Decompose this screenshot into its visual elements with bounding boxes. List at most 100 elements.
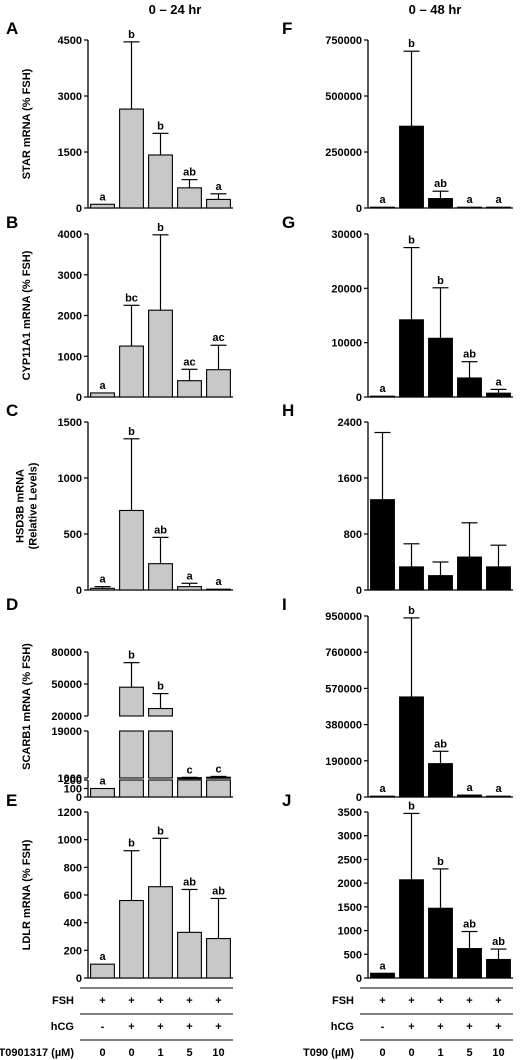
bar (457, 377, 482, 398)
treatment-value: 5 (186, 1047, 192, 1059)
significance-letter: a (215, 576, 222, 588)
bar (148, 563, 173, 591)
treatment-value: + (215, 995, 221, 1007)
significance-letter: ac (212, 332, 224, 344)
y-tick-label: 200 (64, 945, 82, 957)
treatment-value: 0 (128, 1047, 134, 1059)
y-tick-label: 190000 (325, 756, 362, 768)
significance-letter: a (99, 574, 106, 586)
bar (486, 392, 511, 398)
treatment-value: + (99, 995, 105, 1007)
significance-letter: c (215, 763, 221, 775)
bar (370, 499, 395, 591)
bar (206, 938, 231, 979)
panel-label: J (282, 791, 291, 810)
bar (399, 566, 424, 591)
significance-letter: b (437, 275, 444, 287)
header-left: 0 – 24 hr (149, 2, 202, 17)
treatment-value: + (379, 995, 385, 1007)
bar (119, 345, 144, 398)
significance-letter: b (157, 222, 164, 234)
y-tick-label: 600 (64, 890, 82, 902)
y-tick-label: 1500 (338, 902, 362, 914)
y-tick-label: 1500 (58, 147, 82, 159)
bar (148, 886, 173, 979)
bar (428, 575, 453, 591)
bar (177, 187, 202, 209)
bar (370, 795, 395, 798)
panel-label: B (6, 213, 18, 232)
significance-letter: b (437, 856, 444, 868)
treatment-value: 1 (437, 1047, 443, 1059)
significance-letter: a (186, 570, 193, 582)
y-tick-label: 0 (356, 973, 362, 985)
significance-letter: b (408, 235, 415, 247)
treatment-label: hCG (51, 1021, 74, 1033)
panel-label: G (282, 213, 295, 232)
bar (399, 879, 424, 979)
treatment-value: + (437, 1021, 443, 1033)
y-tick-label: 500 (344, 949, 362, 961)
bar (148, 309, 173, 398)
bar (428, 907, 453, 979)
y-tick-label: 1000 (58, 835, 82, 847)
bar (119, 509, 144, 591)
y-tick-label: 400 (64, 918, 82, 930)
significance-letter: b (408, 605, 415, 617)
significance-letter: ab (183, 167, 196, 179)
y-tick-label: 1000 (58, 773, 82, 785)
y-tick-label: 3000 (338, 831, 362, 843)
bar (119, 686, 144, 717)
bar (428, 337, 453, 398)
y-tick-label: 1600 (338, 473, 362, 485)
bar (457, 948, 482, 979)
treatment-label: hCG (331, 1021, 354, 1033)
y-tick-label: 800 (64, 862, 82, 874)
y-tick-label: 10000 (331, 338, 362, 350)
y-tick-label: 1000 (58, 473, 82, 485)
treatment-value: 5 (466, 1047, 472, 1059)
y-tick-label: 3000 (58, 270, 82, 282)
bar (119, 108, 144, 209)
significance-letter: ac (183, 356, 195, 368)
y-tick-label: 500000 (325, 91, 362, 103)
treatment-value: + (408, 995, 414, 1007)
panel-label: C (6, 401, 18, 420)
significance-letter: ab (434, 178, 447, 190)
treatment-value: - (101, 1021, 105, 1033)
y-axis-label: (Relative Levels) (28, 462, 40, 549)
significance-letter: b (128, 29, 135, 41)
treatment-label: FSH (332, 995, 354, 1007)
y-tick-label: 380000 (325, 720, 362, 732)
treatment-value: 0 (408, 1047, 414, 1059)
treatment-value: + (128, 1021, 134, 1033)
significance-letter: a (99, 191, 106, 203)
significance-letter: a (99, 380, 106, 392)
significance-letter: b (128, 426, 135, 438)
y-axis-label: STAR mRNA (% FSH) (21, 68, 33, 179)
y-tick-label: 800 (344, 529, 362, 541)
bar (119, 730, 144, 779)
y-tick-label: 4000 (58, 229, 82, 241)
bar (370, 206, 395, 209)
significance-letter: b (408, 38, 415, 50)
significance-letter: ab (183, 876, 196, 888)
treatment-value: + (466, 1021, 472, 1033)
treatment-value: + (408, 1021, 414, 1033)
y-tick-label: 570000 (325, 683, 362, 695)
treatment-value: + (186, 1021, 192, 1033)
bar (90, 587, 115, 591)
bar (148, 154, 173, 209)
y-tick-label: 760000 (325, 647, 362, 659)
significance-letter: a (99, 776, 106, 788)
y-tick-label: 0 (76, 392, 82, 404)
y-tick-label: 3000 (58, 91, 82, 103)
bar (428, 763, 453, 798)
bar (90, 787, 115, 798)
bar (206, 369, 231, 398)
treatment-value: + (466, 995, 472, 1007)
significance-letter: a (379, 383, 386, 395)
significance-letter: ab (154, 524, 167, 536)
bar (148, 779, 173, 798)
